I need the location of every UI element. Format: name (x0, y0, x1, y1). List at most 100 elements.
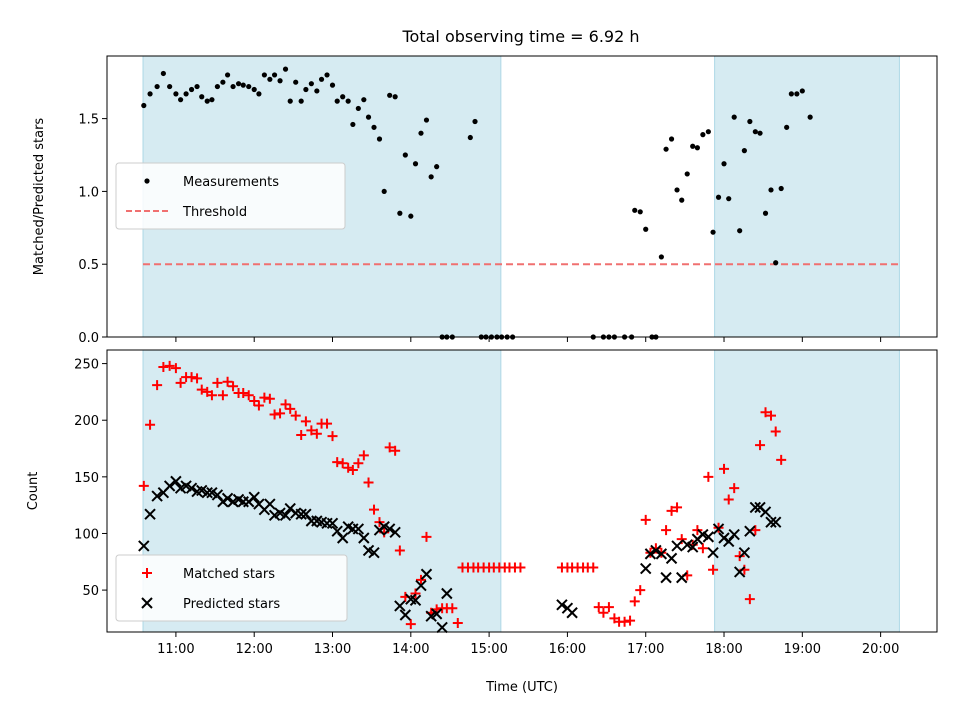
matched-star-point (138, 480, 149, 491)
measurement-point (392, 94, 398, 100)
measurement-point (663, 146, 669, 152)
top-axes-frame (106, 55, 938, 338)
measurement-point (778, 185, 784, 192)
predicted-star-point (676, 571, 688, 584)
measurement-point (345, 98, 351, 104)
matched-star-point (311, 428, 322, 439)
matched-star-point (228, 381, 239, 392)
matched-star-point (327, 431, 338, 442)
predicted-star-point (248, 491, 260, 503)
matched-star-points (138, 360, 787, 630)
measurement-point (329, 82, 336, 88)
bottom-y-ticks: 50 100 150 200 250 (74, 358, 107, 599)
bottom-y-axis-label: Count (26, 472, 41, 511)
bottom-legend-box (115, 554, 348, 622)
matched-star-point (719, 463, 730, 474)
measurement-point (235, 81, 242, 87)
matched-star-point (249, 395, 260, 406)
bottom-axes-frame (106, 349, 938, 633)
matched-star-point (723, 494, 734, 505)
predicted-star-point (415, 579, 427, 592)
measurement-point (788, 91, 794, 97)
matched-star-point (640, 514, 651, 525)
predicted-star-point (358, 532, 370, 544)
top-y-ticks: 0.0 0.5 1.0 1.5 (78, 113, 107, 346)
matched-star-point (280, 399, 291, 410)
shaded-interval-1 (714, 55, 900, 338)
matched-star-point (619, 616, 630, 627)
x-tick-label: 16:00 (549, 642, 586, 657)
measurement-point (387, 92, 393, 98)
matched-star-point (629, 596, 640, 607)
matched-star-point (145, 419, 156, 430)
ratio-panel: 0.0 0.5 1.0 1.5 Matched/Predicted stars Mea… (32, 55, 938, 346)
predicted-star-point (336, 532, 349, 544)
measurement-point (799, 88, 805, 94)
measurement-point (741, 148, 747, 154)
matched-star-point (661, 525, 672, 536)
x-tick-label: 19:00 (784, 642, 821, 657)
legend-predicted-marker (141, 597, 153, 609)
matched-star-point (353, 458, 364, 469)
matched-star-point (332, 457, 343, 468)
measurement-point (710, 229, 716, 235)
predicted-star-point (170, 475, 182, 488)
measurement-point (668, 136, 675, 142)
matched-star-point (703, 471, 714, 482)
predicted-star-point (744, 525, 756, 537)
measurement-point (428, 174, 434, 180)
measurement-point (303, 86, 309, 93)
bottom-y-tick-label: 50 (82, 584, 99, 599)
matched-star-point (285, 403, 296, 414)
measurement-point (376, 136, 383, 142)
legend-matched-label: Matched stars (183, 567, 275, 582)
legend-predicted-label: Predicted stars (183, 597, 280, 612)
matched-star-point (515, 562, 526, 573)
shaded-interval-1 (714, 349, 900, 633)
measurement-point (199, 94, 205, 100)
matched-star-point (776, 454, 787, 465)
matched-star-point (672, 502, 683, 513)
matched-star-point (196, 384, 207, 395)
predicted-star-point (728, 528, 740, 541)
measurement-point (251, 86, 257, 93)
measurement-point (690, 143, 696, 149)
matched-star-point (217, 390, 228, 401)
matched-star-point (306, 425, 317, 436)
matched-star-point (363, 477, 374, 488)
matched-star-point (347, 465, 358, 476)
measurement-point (277, 78, 283, 84)
measurement-point (240, 82, 246, 88)
measurement-point (381, 188, 387, 195)
x-tick-label: 12:00 (235, 642, 272, 657)
measurement-point (324, 72, 330, 78)
predicted-star-point (420, 568, 433, 580)
predicted-star-point (295, 508, 307, 520)
matched-star-point (635, 585, 646, 596)
measurement-point (361, 97, 367, 103)
measurement-point (261, 72, 267, 78)
matched-star-point (212, 377, 223, 388)
measurement-point (418, 130, 424, 136)
measurement-point (726, 196, 732, 202)
predicted-star-point (185, 482, 198, 494)
predicted-star-point (201, 486, 213, 499)
predicted-star-point (665, 552, 678, 565)
measurement-point (293, 79, 299, 85)
legend-measurements-label: Measurements (183, 175, 279, 190)
matched-star-point (300, 416, 311, 427)
predicted-star-point (707, 547, 719, 559)
measurement-point (721, 161, 727, 167)
matched-star-point (164, 360, 175, 371)
matched-star-point (222, 376, 233, 387)
predicted-star-point (644, 548, 657, 560)
top-x-ticks (175, 337, 882, 342)
matched-star-point (415, 574, 426, 585)
predicted-star-point (352, 523, 365, 535)
measurement-point (434, 164, 440, 170)
matched-star-point (269, 409, 280, 420)
x-tick-label: 11:00 (157, 642, 194, 657)
x-tick-label: 18:00 (705, 642, 742, 657)
measurement-point (408, 213, 414, 219)
